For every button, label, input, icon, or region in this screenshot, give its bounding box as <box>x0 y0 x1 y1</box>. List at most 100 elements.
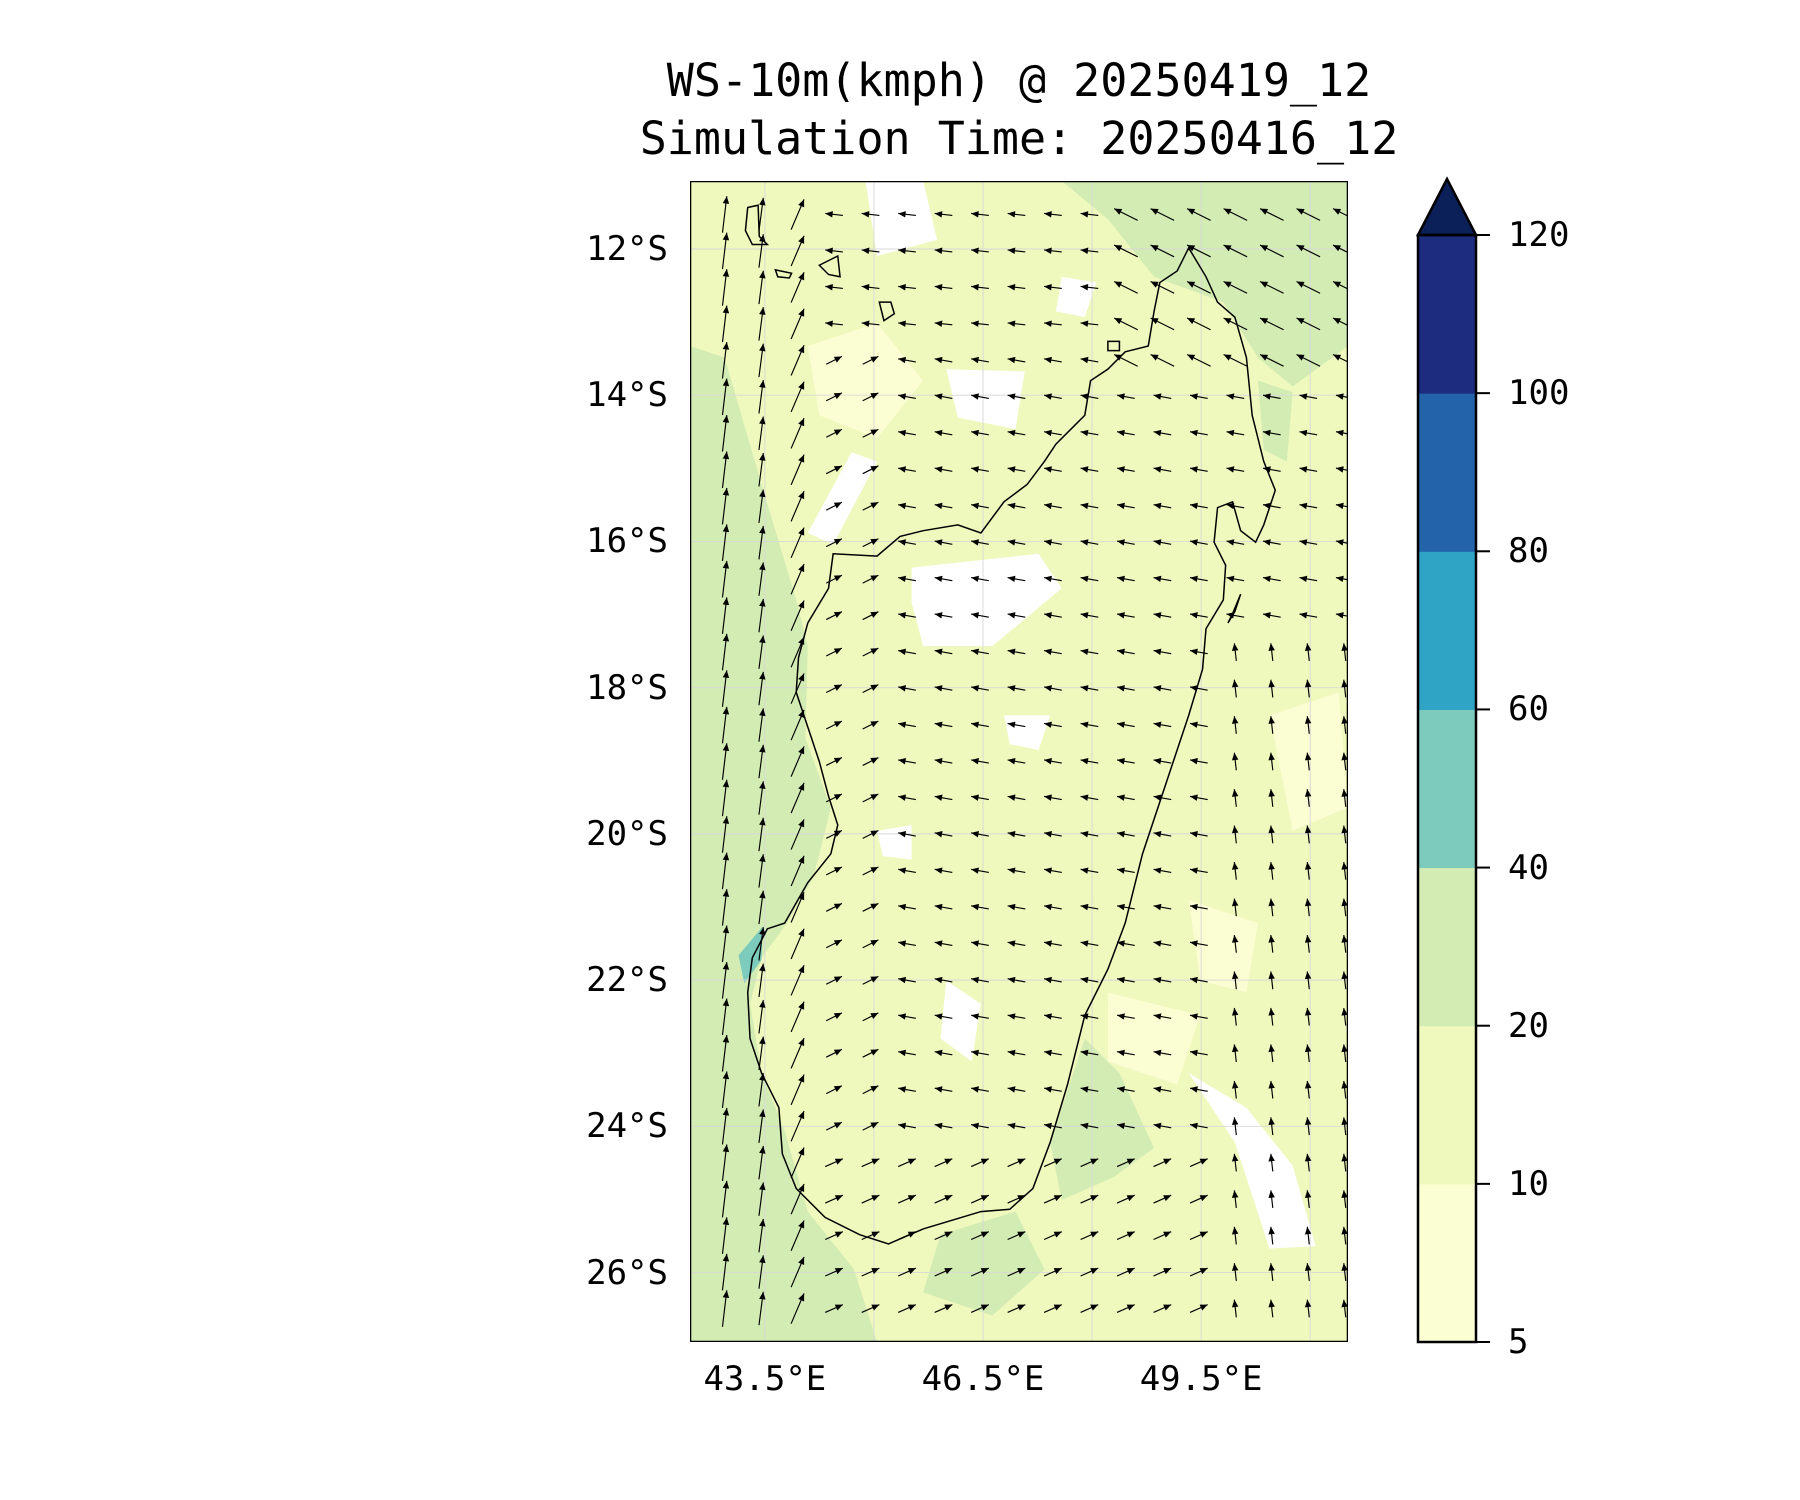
wind-arrow <box>862 501 879 511</box>
wind-arrow <box>1007 1086 1026 1093</box>
wind-arrow <box>721 560 730 598</box>
wind-arrow <box>1341 716 1348 734</box>
wind-arrow <box>721 305 730 343</box>
wind-arrow <box>1116 758 1135 765</box>
wind-arrow <box>898 539 916 546</box>
lon-tick-label: 49.5°E <box>1139 1359 1263 1399</box>
wind-arrow <box>1341 1263 1348 1281</box>
wind-arrow <box>1153 794 1172 801</box>
wind-arrow <box>758 1072 766 1107</box>
wind-arrow <box>825 866 843 876</box>
wind-arrow <box>1080 685 1099 692</box>
wind-arrow <box>934 1267 953 1277</box>
wind-arrow <box>1189 940 1208 947</box>
wind-arrow <box>790 199 805 230</box>
wind-arrow <box>1007 466 1026 473</box>
wind-arrow <box>758 671 766 706</box>
wind-arrow <box>1044 502 1062 510</box>
wind-arrow <box>721 816 730 853</box>
wind-arrow <box>971 612 989 619</box>
wind-arrow <box>1044 356 1062 364</box>
wind-arrow <box>1335 539 1348 546</box>
wind-arrow <box>758 890 766 925</box>
wind-arrow <box>862 939 879 949</box>
wind-arrow <box>1189 539 1208 546</box>
wind-arrow <box>1043 1304 1063 1313</box>
wind-arrow <box>898 867 916 874</box>
wind-arrow <box>897 1194 917 1204</box>
wind-arrow <box>1116 1086 1135 1093</box>
wind-arrow <box>721 852 730 890</box>
wind-arrow <box>825 284 843 291</box>
wind-arrow <box>790 1001 805 1033</box>
wind-arrow <box>1007 1194 1026 1204</box>
wind-arrow <box>758 416 766 451</box>
wind-arrow <box>1223 244 1248 258</box>
wind-arrow <box>1113 281 1138 294</box>
wind-arrow <box>898 466 916 473</box>
wind-arrow <box>862 829 879 839</box>
wind-arrow <box>1341 1044 1348 1063</box>
wind-arrow <box>934 466 953 473</box>
wind-arrow <box>1268 716 1275 734</box>
wind-arrow <box>825 1194 844 1204</box>
colorbar-frame <box>1416 233 1478 1344</box>
wind-arrow <box>758 525 766 560</box>
wind-arrow <box>934 539 953 546</box>
wind-arrow <box>1153 976 1172 984</box>
lat-tick-label: 26°S <box>586 1252 668 1293</box>
wind-arrow <box>934 284 953 291</box>
wind-arrow <box>1189 1194 1208 1204</box>
wind-arrow <box>1268 1190 1275 1209</box>
wind-arrow <box>1296 317 1321 331</box>
wind-arrow <box>1116 940 1135 947</box>
wind-arrow <box>1153 1267 1172 1277</box>
wind-arrow <box>1341 752 1348 771</box>
wind-arrow <box>862 902 879 912</box>
wind-arrow <box>1268 825 1275 844</box>
wind-arrow <box>825 611 843 621</box>
wind-arrow <box>825 939 843 949</box>
wind-arrow <box>825 684 843 694</box>
madagascar-coastline <box>746 246 1277 1245</box>
wind-arrow <box>898 575 916 583</box>
wind-arrow <box>721 1180 730 1218</box>
wind-arrow <box>862 720 879 730</box>
wind-arrow <box>1231 1007 1239 1026</box>
wind-arrow <box>898 356 916 364</box>
wind-arrow <box>897 1304 917 1313</box>
wind-arrow <box>898 1049 916 1057</box>
wind-arrow <box>721 1144 730 1181</box>
wind-arrow <box>790 344 805 376</box>
wind-arrow <box>1296 281 1321 294</box>
wind-arrow <box>1304 1044 1312 1063</box>
wind-arrow <box>1007 940 1026 947</box>
wind-arrow <box>1189 1158 1208 1168</box>
wind-arrow <box>1116 575 1135 583</box>
wind-arrow <box>971 648 989 655</box>
wind-arrow <box>758 1000 766 1034</box>
wind-arrow <box>862 1012 879 1022</box>
wind-arrow <box>1044 940 1062 947</box>
colorbar-segment <box>1418 709 1476 869</box>
wind-arrow <box>1153 1049 1172 1057</box>
wind-arrow <box>1080 830 1099 838</box>
wind-arrow <box>1116 612 1135 619</box>
wind-arrow <box>934 1122 953 1130</box>
wind-arrow <box>1304 1153 1312 1172</box>
wind-arrow <box>1007 539 1026 546</box>
wind-arrow <box>862 611 879 621</box>
wind-arrow <box>971 247 989 254</box>
wind-arrow <box>861 1194 880 1204</box>
wind-arrow <box>1044 794 1062 801</box>
wind-arrow <box>1304 679 1312 698</box>
wind-arrow <box>758 963 766 998</box>
wind-arrow <box>1113 244 1138 258</box>
wind-arrow <box>825 975 843 985</box>
wind-arrow <box>862 465 879 475</box>
wind-arrow <box>1007 393 1026 400</box>
comoros-island <box>774 268 793 279</box>
wind-arrow <box>825 574 843 584</box>
colorbar-tick-label: 100 <box>1508 373 1570 414</box>
wind-arrow <box>1153 1086 1172 1093</box>
